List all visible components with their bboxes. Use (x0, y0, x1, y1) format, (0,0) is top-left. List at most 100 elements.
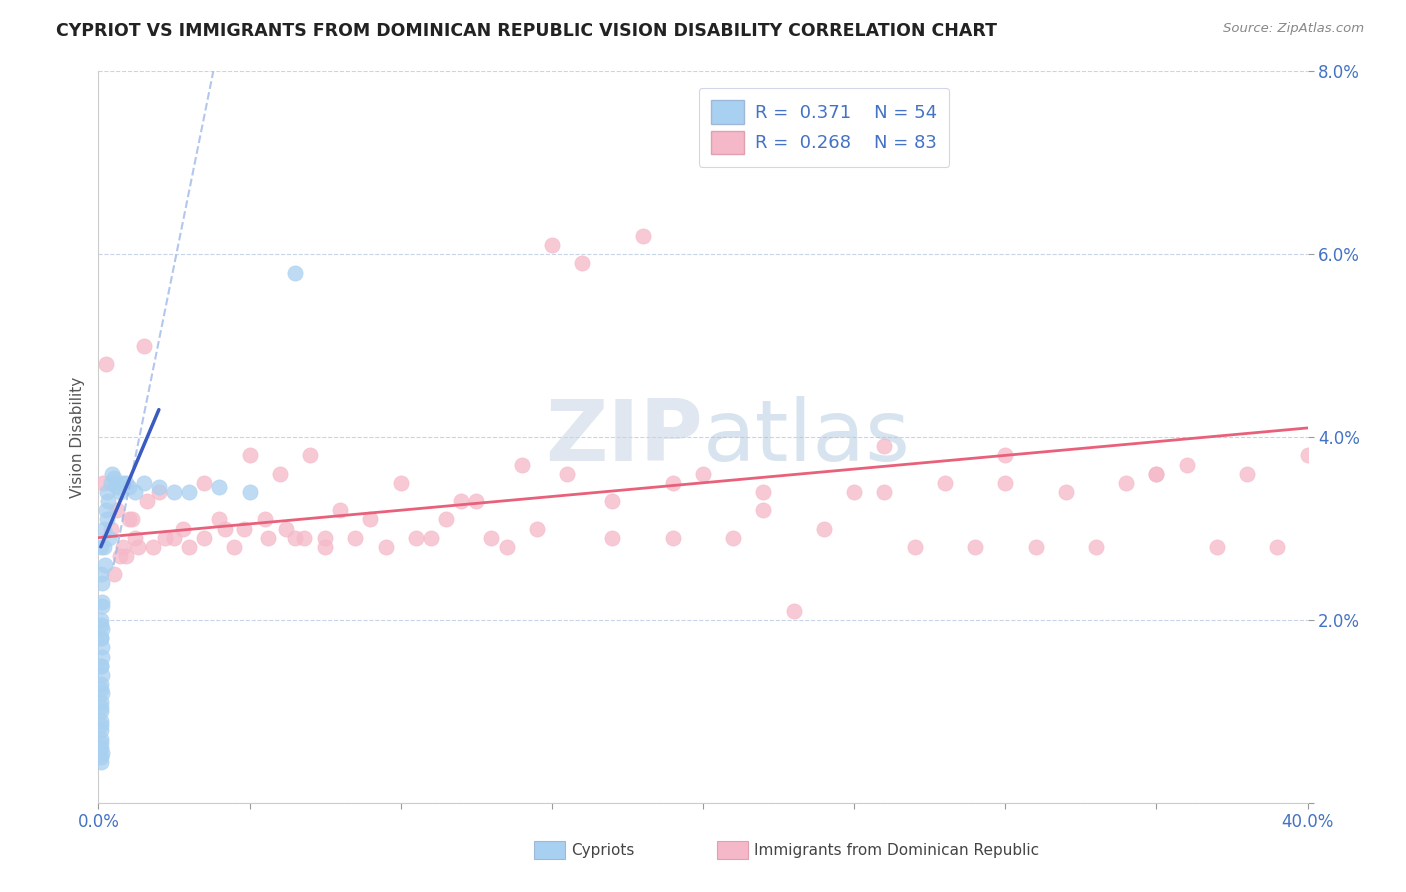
Point (172, 521, 194, 535)
Point (90, 567, 112, 582)
Point (91, 640, 114, 655)
Point (904, 540, 927, 554)
Point (752, 503, 775, 517)
Point (90, 699, 112, 714)
Point (299, 449, 322, 463)
Point (91, 746, 114, 760)
Point (132, 475, 155, 490)
Point (100, 475, 122, 490)
Point (510, 458, 533, 472)
Text: ZIP: ZIP (546, 395, 703, 479)
Point (90, 632, 112, 646)
Point (602, 531, 624, 545)
Point (1175, 458, 1198, 472)
Point (1296, 449, 1319, 463)
Point (179, 540, 201, 554)
Point (1236, 467, 1258, 481)
Text: Source: ZipAtlas.com: Source: ZipAtlas.com (1223, 22, 1364, 36)
Point (844, 485, 866, 500)
Point (90, 540, 112, 554)
Point (90, 576, 112, 591)
Point (90, 681, 112, 696)
Point (873, 485, 896, 500)
Point (1024, 540, 1046, 554)
Text: atlas: atlas (703, 395, 911, 479)
Point (114, 475, 136, 490)
Point (602, 494, 624, 508)
Point (108, 485, 131, 500)
Point (1144, 467, 1167, 481)
Point (239, 449, 262, 463)
Point (124, 531, 146, 545)
Point (214, 521, 236, 535)
Point (752, 485, 775, 500)
Point (692, 467, 714, 481)
Point (90, 731, 112, 746)
Point (1054, 485, 1077, 500)
Point (90, 613, 112, 627)
Point (783, 604, 806, 618)
Point (1115, 475, 1137, 490)
Point (94, 558, 117, 573)
Point (571, 256, 593, 270)
Point (314, 531, 336, 545)
Point (97, 494, 120, 508)
Point (208, 480, 231, 494)
Point (118, 480, 141, 494)
Point (93, 540, 115, 554)
Point (232, 521, 254, 535)
Point (94, 357, 117, 371)
Point (193, 531, 215, 545)
Point (90, 755, 112, 769)
Point (90, 658, 112, 673)
Text: Cypriots: Cypriots (571, 843, 634, 857)
Point (481, 531, 503, 545)
Point (153, 531, 176, 545)
Point (90, 740, 112, 755)
Point (90, 718, 112, 732)
Point (108, 549, 131, 563)
Point (1144, 467, 1167, 481)
Point (103, 567, 125, 582)
Point (193, 475, 215, 490)
Point (142, 540, 165, 554)
Point (163, 485, 186, 500)
Point (405, 531, 427, 545)
Point (111, 475, 134, 490)
Point (873, 439, 896, 453)
Point (105, 480, 128, 494)
Point (994, 475, 1017, 490)
Point (284, 531, 307, 545)
Point (90, 649, 112, 664)
Point (118, 512, 141, 526)
Point (555, 467, 578, 481)
Legend: R =  0.371    N = 54, R =  0.268    N = 83: R = 0.371 N = 54, R = 0.268 N = 83 (699, 87, 949, 167)
Point (90, 695, 112, 709)
Point (965, 540, 987, 554)
Point (495, 540, 517, 554)
Point (269, 467, 291, 481)
Point (208, 512, 231, 526)
Point (103, 471, 125, 485)
Point (526, 521, 548, 535)
Point (90, 705, 112, 719)
Point (90, 714, 112, 728)
Point (91, 595, 114, 609)
Point (1085, 540, 1108, 554)
Point (90, 750, 112, 764)
Point (1206, 540, 1229, 554)
Point (253, 512, 276, 526)
Point (284, 266, 307, 280)
Point (329, 503, 352, 517)
Point (813, 521, 835, 535)
Point (101, 467, 124, 481)
Point (292, 531, 315, 545)
Point (105, 503, 128, 517)
Point (934, 475, 956, 490)
Y-axis label: Vision Disability: Vision Disability (69, 376, 84, 498)
Point (96, 485, 118, 500)
Point (90, 617, 112, 632)
Point (256, 531, 278, 545)
Point (540, 238, 562, 252)
Point (723, 531, 745, 545)
